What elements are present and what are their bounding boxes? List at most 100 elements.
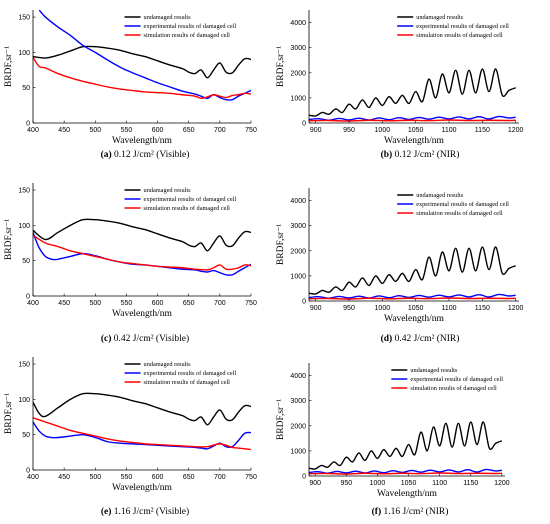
y-axis-label: BRDF,sr⁻¹ (276, 224, 286, 265)
x-tick-label: 650 (183, 127, 195, 134)
y-tick-label: 100 (18, 397, 30, 404)
caption-letter: (f) (372, 506, 382, 517)
y-tick-label: 150 (18, 15, 30, 22)
series-line-1 (309, 421, 503, 470)
x-tick-label: 600 (152, 127, 164, 134)
caption-letter: (c) (101, 333, 112, 344)
legend-label-1: undamaged results (144, 187, 192, 194)
x-tick-label: 1100 (441, 127, 456, 134)
chart-panel-2: 900 950 1000 1050 1100 1150 1200 0 1000 2000 3000 4… (276, 10, 524, 160)
caption-letter: (e) (101, 506, 112, 517)
legend-label-1: undamaged results (144, 14, 192, 21)
x-tick-label: 950 (343, 127, 355, 134)
y-axis-label: BRDF,sr⁻¹ (276, 46, 286, 87)
x-tick-label: 1200 (508, 127, 524, 134)
legend-label-2: experimental results of damaged cell (144, 196, 237, 203)
y-tick-label: 4000 (290, 20, 306, 27)
y-tick-label: 100 (18, 223, 30, 230)
legend-label-3: simulation results of damaged cell (416, 210, 503, 217)
caption-text: 0.12 J/cm² (Visible) (112, 149, 190, 160)
x-tick-label: 1100 (441, 305, 456, 312)
y-tick-label: 0 (302, 299, 306, 306)
series-line-3 (309, 297, 516, 300)
x-tick-label: 500 (89, 127, 101, 134)
chart-panel-6: 900 950 1000 1050 1100 1150 1200 0 1000 2000 3000 4… (276, 363, 510, 517)
series-line-1 (309, 68, 516, 117)
y-tick-label: 1000 (290, 273, 306, 280)
y-tick-label: 1000 (290, 95, 306, 102)
x-tick-label: 550 (121, 474, 133, 481)
series-line-2 (33, 232, 251, 276)
y-tick-label: 0 (26, 468, 30, 475)
chart-panel-5: 400 450 500 550 600 650 700 750 0 50 100 150 Wavelen… (4, 357, 257, 517)
y-tick-label: 50 (22, 432, 30, 439)
caption-text: 0.12 J/cm² (NIR) (392, 149, 459, 160)
caption-letter: (b) (381, 149, 393, 160)
x-tick-label: 400 (27, 300, 39, 307)
series-line-2 (33, 421, 251, 450)
x-tick-label: 1200 (494, 480, 510, 487)
y-tick-label: 0 (302, 121, 306, 128)
series-line-2 (309, 115, 516, 121)
x-tick-label: 450 (58, 300, 70, 307)
x-tick-label: 400 (27, 474, 39, 481)
x-tick-label: 650 (183, 474, 195, 481)
legend-label-2: experimental results of damaged cell (416, 201, 509, 208)
series-line-3 (33, 56, 251, 99)
panel-caption: (b) 0.12 J/cm² (NIR) (381, 149, 460, 160)
legend-label-3: simulation results of damaged cell (144, 379, 231, 386)
chart-panel-4: 900 950 1000 1050 1100 1150 1200 0 1000 2000 3000 4… (276, 188, 524, 344)
series-line-1 (309, 246, 516, 295)
x-tick-label: 500 (89, 300, 101, 307)
x-tick-label: 700 (214, 127, 226, 134)
x-axis-label: Wavelength/nm (112, 136, 173, 146)
caption-text: 1.16 J/cm² (NIR) (381, 506, 448, 517)
panel-caption: (c) 0.42 J/cm² (Visible) (101, 333, 189, 344)
y-tick-label: 4000 (290, 198, 306, 205)
x-tick-label: 1100 (432, 480, 447, 487)
panel-caption: (e) 1.16 J/cm² (Visible) (101, 506, 189, 517)
x-tick-label: 1050 (408, 305, 424, 312)
x-tick-label: 450 (58, 127, 70, 134)
x-tick-label: 900 (310, 305, 322, 312)
x-tick-label: 900 (309, 480, 321, 487)
y-tick-label: 0 (26, 121, 30, 128)
y-tick-label: 4000 (290, 373, 306, 380)
y-tick-label: 100 (18, 50, 30, 57)
legend-label-3: simulation results of damaged cell (410, 385, 497, 392)
series-line-2 (309, 293, 516, 299)
x-tick-label: 1200 (508, 305, 524, 312)
caption-letter: (a) (101, 149, 112, 160)
y-axis-label: BRDF,sr⁻¹ (4, 219, 14, 260)
x-tick-label: 650 (183, 300, 195, 307)
legend-label-3: simulation results of damaged cell (144, 32, 231, 39)
chart-panel-1: 400 450 500 550 600 650 700 750 0 50 100 150 Wavelen… (4, 10, 257, 160)
x-tick-label: 1150 (475, 127, 490, 134)
y-tick-label: 50 (22, 258, 30, 265)
y-tick-label: 2000 (290, 248, 306, 255)
x-tick-label: 600 (152, 300, 164, 307)
legend-label-2: experimental results of damaged cell (144, 370, 237, 377)
y-axis-label: BRDF,sr⁻¹ (4, 46, 14, 87)
legend-label-1: undamaged results (416, 14, 464, 21)
x-tick-label: 750 (245, 300, 257, 307)
x-tick-label: 950 (343, 305, 355, 312)
y-tick-label: 0 (302, 474, 306, 481)
series-line-3 (33, 234, 251, 271)
x-tick-label: 750 (245, 127, 257, 134)
legend-label-1: undamaged results (144, 361, 192, 368)
x-tick-label: 950 (340, 480, 352, 487)
series-line-1 (33, 218, 251, 252)
x-tick-label: 1050 (401, 480, 417, 487)
legend-label-2: experimental results of damaged cell (410, 376, 503, 383)
y-tick-label: 50 (22, 85, 30, 92)
y-tick-label: 150 (18, 362, 30, 369)
y-tick-label: 3000 (290, 223, 306, 230)
x-tick-label: 450 (58, 474, 70, 481)
x-axis-label: Wavelength/nm (377, 489, 438, 499)
series-line-3 (309, 119, 516, 122)
x-tick-label: 900 (310, 127, 322, 134)
legend-label-1: undamaged results (410, 367, 458, 374)
panel-caption: (a) 0.12 J/cm² (Visible) (101, 149, 190, 160)
panel-caption: (d) 0.42 J/cm² (NIR) (381, 333, 460, 344)
